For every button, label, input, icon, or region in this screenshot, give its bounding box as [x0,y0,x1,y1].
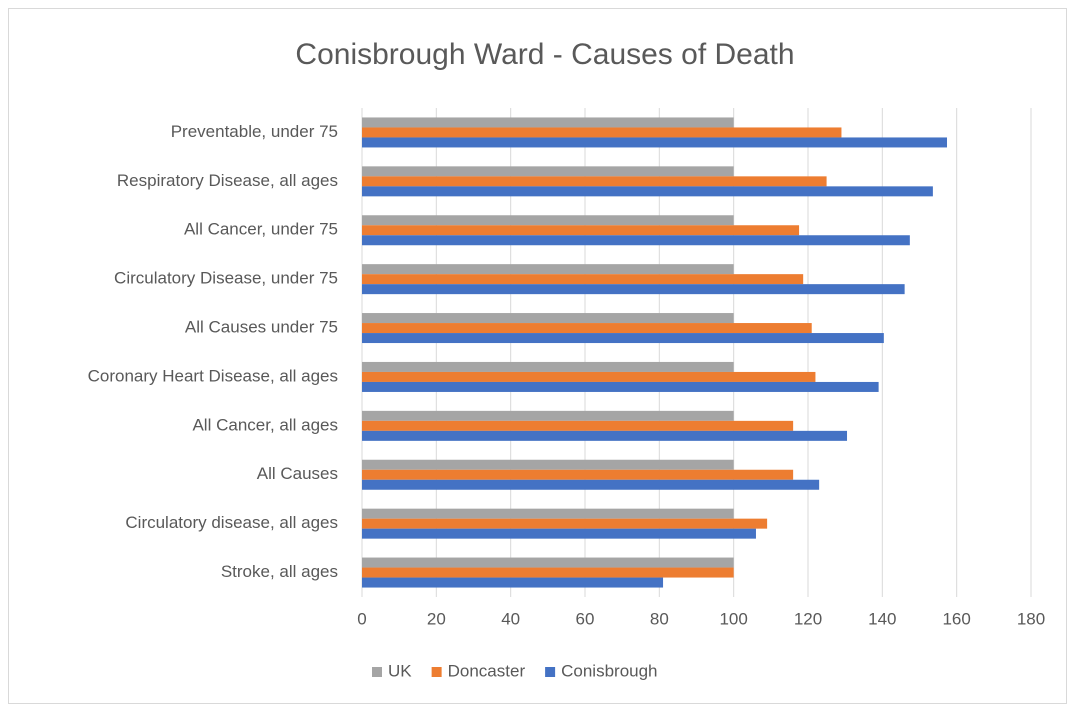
x-tick-label: 60 [576,609,595,628]
bar [362,410,734,421]
bar [362,518,768,529]
y-tick-label: All Cancer, all ages [192,415,338,434]
bar [362,323,812,334]
x-tick-label: 0 [357,609,366,628]
bar [362,508,734,519]
y-tick-label: All Causes under 75 [185,318,338,337]
y-tick-label: Stroke, all ages [221,562,338,581]
chart-title: Conisbrough Ward - Causes of Death [295,38,794,71]
bar [362,371,816,382]
bar [362,284,905,295]
bar [362,117,734,128]
x-tick-label: 100 [719,609,747,628]
bar [362,557,734,568]
chart-frame [8,8,1067,704]
bar [362,577,664,588]
x-tick-label: 20 [427,609,446,628]
bar [362,225,800,236]
y-tick-label: Preventable, under 75 [171,122,338,141]
y-tick-label: Respiratory Disease, all ages [117,171,338,190]
y-tick-label: Coronary Heart Disease, all ages [88,366,338,385]
bar [362,264,734,275]
legend-swatch [545,667,556,677]
legend-swatch [431,667,442,677]
bar [362,127,842,138]
bar [362,469,794,480]
x-tick-label: 40 [501,609,520,628]
bar [362,420,794,431]
x-tick-label: 160 [942,609,970,628]
bar [362,361,734,372]
bar [362,430,848,441]
bar [362,137,948,148]
bar [362,176,827,187]
bar [362,333,884,344]
bar [362,274,804,285]
legend-swatch [372,667,382,677]
bar [362,166,734,177]
y-tick-label: Circulatory disease, all ages [125,513,338,532]
bar [362,381,879,392]
y-tick-label: All Causes [257,464,338,483]
x-tick-label: 80 [650,609,669,628]
bar [362,235,910,246]
bar [362,479,820,490]
y-tick-label: All Cancer, under 75 [184,220,338,239]
x-tick-label: 120 [794,609,822,628]
bar [362,528,756,539]
bar [362,459,734,470]
bar [362,186,933,197]
bar [362,567,734,578]
x-tick-label: 180 [1017,609,1045,628]
legend-label: UK [388,661,412,680]
legend-label: Doncaster [448,661,526,680]
bar [362,215,734,226]
bar [362,313,734,324]
x-tick-label: 140 [868,609,896,628]
y-tick-label: Circulatory Disease, under 75 [114,269,338,288]
legend-label: Conisbrough [561,661,657,680]
